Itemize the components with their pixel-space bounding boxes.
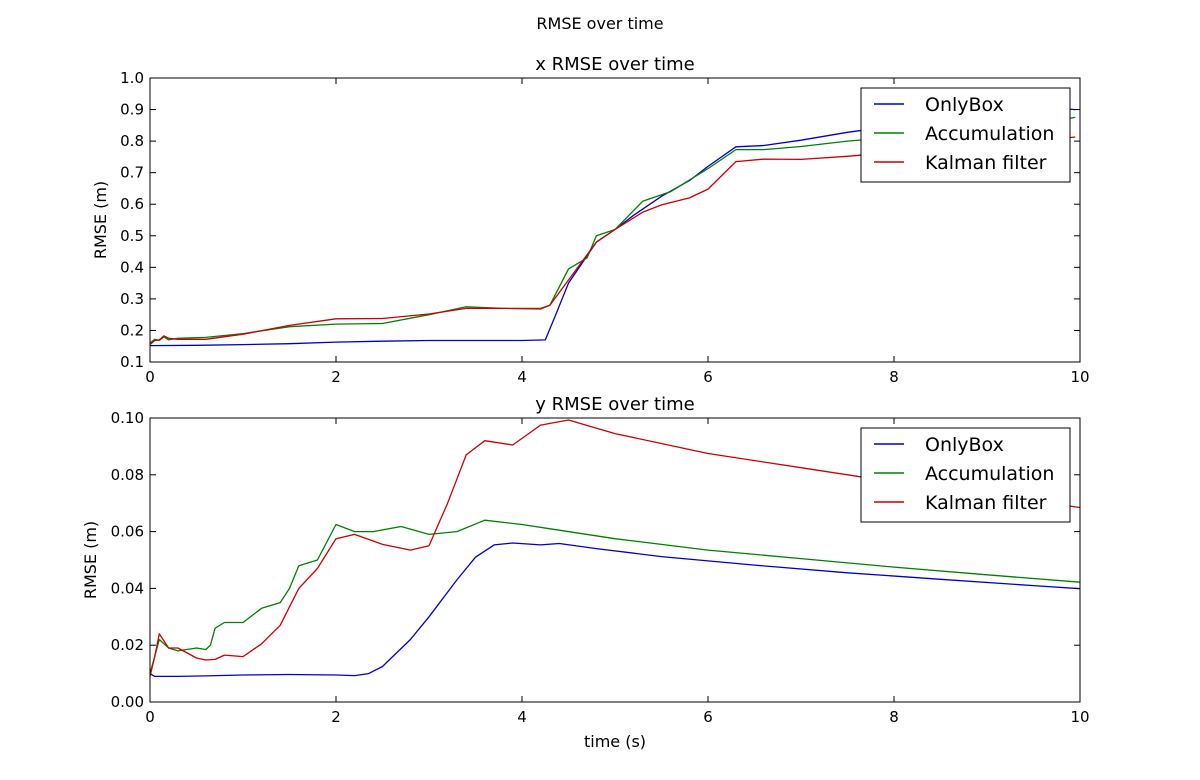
y-xtick-label: 4 — [517, 708, 527, 726]
y-xtick-label: 6 — [703, 708, 713, 726]
x-ytick-label: 0.6 — [120, 195, 144, 213]
x-rmse-panel: 0 2 4 6 8 10 0.1 0.2 0.3 0.4 0.5 0.6 0.7 0.8 0.9 1.0 x R… — [91, 54, 1090, 386]
y-legend-label: Accumulation — [925, 463, 1054, 485]
x-ytick-label: 0.4 — [120, 258, 144, 276]
y-ytick-label: 0.00 — [111, 693, 144, 711]
y-ytick-label: 0.02 — [111, 636, 144, 654]
y-xtick-label: 2 — [331, 708, 341, 726]
figure-suptitle: RMSE over time — [536, 14, 663, 33]
y-legend-label: Kalman filter — [925, 492, 1047, 514]
x-legend-label: Accumulation — [925, 123, 1054, 145]
y-xlabel: time (s) — [584, 732, 646, 751]
y-ytick-label: 0.06 — [111, 523, 144, 541]
y-xtick-label: 0 — [145, 708, 155, 726]
y-panel-title: y RMSE over time — [535, 394, 694, 415]
x-ytick-label: 0.9 — [120, 101, 144, 119]
x-ytick-label: 0.2 — [120, 321, 144, 339]
x-xtick-label: 4 — [517, 368, 527, 386]
y-series-onlybox-line — [150, 542, 1080, 678]
x-ylabel: RMSE (m) — [91, 181, 110, 259]
x-ytick-label: 0.8 — [120, 132, 144, 150]
x-ytick-label: 0.7 — [120, 164, 144, 182]
y-series-kalman-filter-line — [150, 419, 1080, 677]
x-legend: OnlyBox Accumulation Kalman filter — [860, 87, 1071, 183]
y-ytick-label: 0.10 — [111, 409, 144, 427]
y-ylabel: RMSE (m) — [81, 521, 100, 599]
y-legend-label: OnlyBox — [925, 434, 1004, 456]
x-xtick-label: 6 — [703, 368, 713, 386]
y-xtick-label: 8 — [889, 708, 899, 726]
y-series-accumulation-line — [150, 519, 1080, 674]
x-xtick-label: 8 — [889, 368, 899, 386]
x-xtick-label: 10 — [1070, 368, 1089, 386]
y-axes-frame — [149, 417, 1081, 703]
y-rmse-panel: 0 2 4 6 8 10 0.00 0.02 0.04 0.06 0.08 0.10 y RMSE ov… — [81, 394, 1090, 751]
x-ytick-label: 0.5 — [120, 227, 144, 245]
y-ytick-label: 0.04 — [111, 579, 144, 597]
x-ytick-label: 0.3 — [120, 290, 144, 308]
x-axes-frame — [149, 77, 1081, 363]
x-xtick-label: 0 — [145, 368, 155, 386]
x-xtick-label: 2 — [331, 368, 341, 386]
x-series-kalman-filter-line — [150, 136, 1076, 346]
x-legend-label: Kalman filter — [925, 152, 1047, 174]
y-legend: OnlyBox Accumulation Kalman filter — [860, 427, 1071, 523]
x-ytick-label: 1.0 — [120, 69, 144, 87]
x-ytick-label: 0.1 — [120, 353, 144, 371]
y-ytick-label: 0.08 — [111, 466, 144, 484]
x-panel-title: x RMSE over time — [535, 54, 694, 75]
y-xtick-label: 10 — [1070, 708, 1089, 726]
x-legend-label: OnlyBox — [925, 94, 1004, 116]
x-series-accumulation-line — [150, 116, 1076, 344]
